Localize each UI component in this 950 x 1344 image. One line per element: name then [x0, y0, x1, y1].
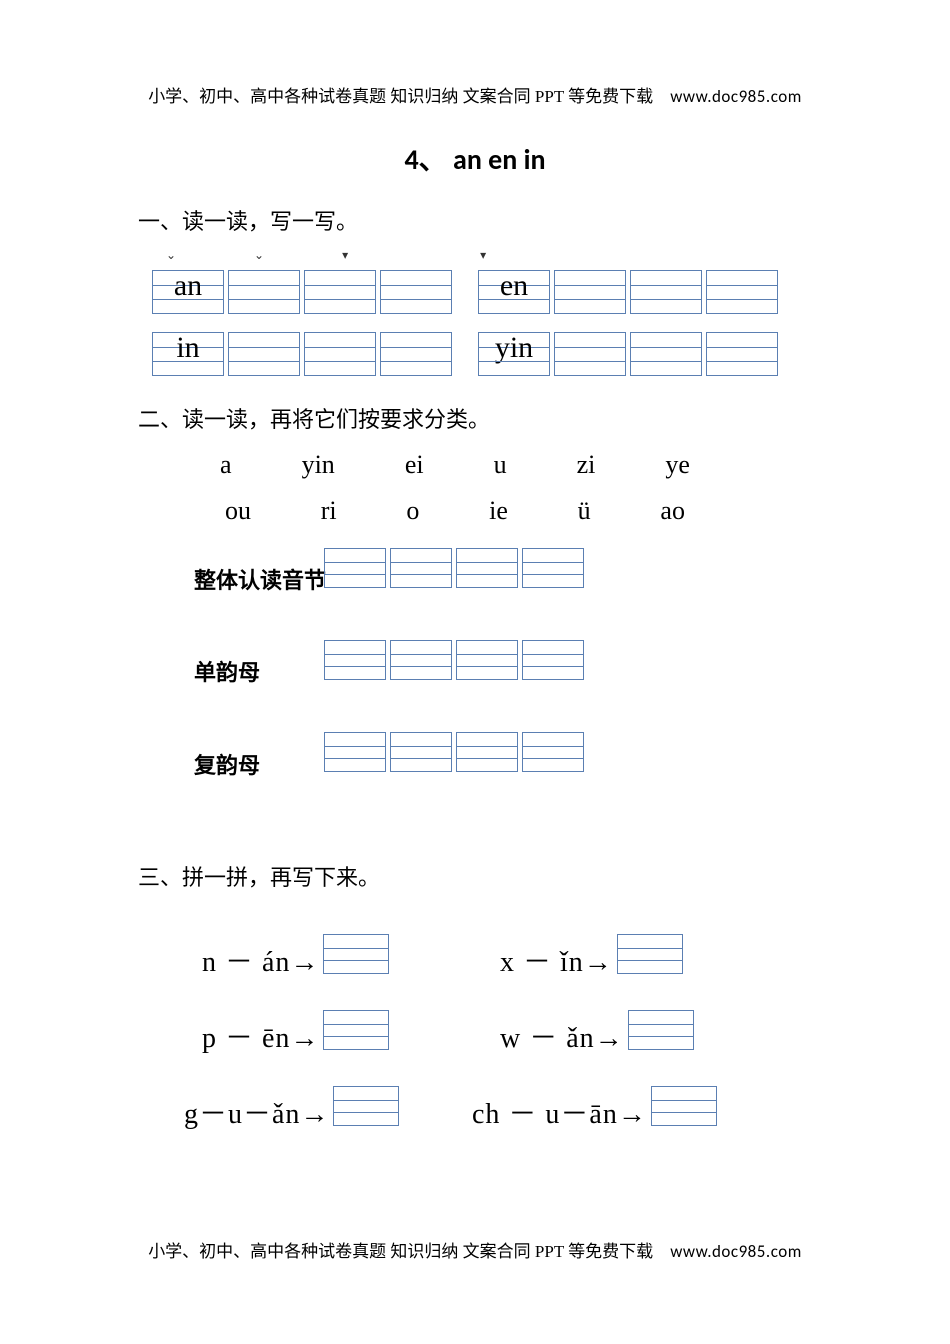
answer-cell[interactable] [333, 1086, 399, 1126]
answer-cell[interactable] [323, 1010, 389, 1050]
writing-cell[interactable] [706, 332, 778, 376]
syllable: ü [578, 496, 591, 526]
syllable: yin [302, 450, 335, 480]
writing-cell[interactable]: yin [478, 332, 550, 376]
writing-cell[interactable] [522, 548, 584, 588]
header-url: www.doc985.com [670, 86, 802, 107]
page-footer: 小学、初中、高中各种试卷真题 知识归纳 文案合同 PPT 等免费下载 www.d… [0, 1237, 950, 1262]
category-label-single: 单韵母 [194, 655, 260, 687]
writing-cell[interactable] [304, 332, 376, 376]
answer-cell[interactable] [323, 934, 389, 974]
combine-item-1: n － án→ [202, 940, 389, 980]
combine-text: g－u－ǎn→ [184, 1092, 329, 1132]
writing-cell[interactable] [324, 548, 386, 588]
syllable: u [494, 450, 507, 480]
syllable: ei [405, 450, 424, 480]
writing-cell[interactable] [304, 270, 376, 314]
syllable: ao [660, 496, 685, 526]
writing-grid-row-in: in [152, 332, 452, 376]
writing-cell[interactable] [324, 640, 386, 680]
category-grid-single [324, 640, 584, 680]
decorative-dots: ⌄ ⌄ ▾ ▾ [166, 248, 510, 263]
writing-cell[interactable] [630, 332, 702, 376]
writing-grid-row-an: an [152, 270, 452, 314]
syllable: ri [321, 496, 337, 526]
writing-cell[interactable] [630, 270, 702, 314]
page-header: 小学、初中、高中各种试卷真题 知识归纳 文案合同 PPT 等免费下载 www.d… [0, 82, 950, 107]
writing-cell[interactable] [456, 732, 518, 772]
writing-cell[interactable] [456, 548, 518, 588]
writing-cell[interactable] [390, 640, 452, 680]
writing-cell[interactable] [522, 732, 584, 772]
writing-cell[interactable]: an [152, 270, 224, 314]
writing-cell[interactable] [390, 732, 452, 772]
combine-text: w － ǎn→ [500, 1016, 624, 1056]
writing-cell[interactable] [706, 270, 778, 314]
header-cn: 小学、初中、高中各种试卷真题 知识归纳 文案合同 PPT 等免费下载 [148, 87, 653, 106]
syllable: zi [577, 450, 596, 480]
footer-url: www.doc985.com [670, 1241, 802, 1262]
cell-text: an [153, 269, 223, 303]
combine-item-2: x － ǐn→ [500, 940, 683, 980]
combine-text: p － ēn→ [202, 1016, 319, 1056]
cell-text: en [479, 269, 549, 303]
section2-label: 二、读一读，再将它们按要求分类。 [138, 402, 490, 434]
writing-cell[interactable]: en [478, 270, 550, 314]
writing-cell[interactable] [228, 332, 300, 376]
combine-text: ch － u－ān→ [472, 1092, 647, 1132]
answer-cell[interactable] [617, 934, 683, 974]
syllable: o [406, 496, 419, 526]
syllable-row-2: ou ri o ie ü ao [225, 496, 685, 526]
footer-cn: 小学、初中、高中各种试卷真题 知识归纳 文案合同 PPT 等免费下载 [148, 1242, 653, 1261]
category-grid-whole [324, 548, 584, 588]
combine-item-6: ch － u－ān→ [472, 1092, 717, 1132]
category-label-whole: 整体认读音节 [194, 563, 326, 595]
cell-text: in [153, 331, 223, 365]
combine-item-4: w － ǎn→ [500, 1016, 694, 1056]
section3-label: 三、拼一拼，再写下来。 [138, 860, 380, 892]
combine-item-3: p － ēn→ [202, 1016, 389, 1056]
category-grid-compound [324, 732, 584, 772]
answer-cell[interactable] [651, 1086, 717, 1126]
writing-cell[interactable] [456, 640, 518, 680]
syllable: ou [225, 496, 251, 526]
combine-text: x － ǐn→ [500, 940, 613, 980]
writing-grid-row-yin: yin [478, 332, 778, 376]
combine-item-5: g－u－ǎn→ [184, 1092, 399, 1132]
writing-cell[interactable] [554, 270, 626, 314]
syllable: a [220, 450, 232, 480]
writing-cell[interactable] [380, 332, 452, 376]
cell-text: yin [479, 331, 549, 365]
section1-label: 一、读一读，写一写。 [138, 204, 358, 236]
writing-cell[interactable] [228, 270, 300, 314]
syllable: ie [489, 496, 508, 526]
writing-cell[interactable] [522, 640, 584, 680]
writing-cell[interactable] [554, 332, 626, 376]
syllable: ye [665, 450, 690, 480]
page-title: 4、 an en in [0, 138, 950, 178]
writing-cell[interactable] [380, 270, 452, 314]
writing-cell[interactable] [324, 732, 386, 772]
answer-cell[interactable] [628, 1010, 694, 1050]
syllable-row-1: a yin ei u zi ye [220, 450, 690, 480]
combine-text: n － án→ [202, 940, 319, 980]
category-label-compound: 复韵母 [194, 748, 260, 780]
writing-grid-row-en: en [478, 270, 778, 314]
writing-cell[interactable] [390, 548, 452, 588]
writing-cell[interactable]: in [152, 332, 224, 376]
